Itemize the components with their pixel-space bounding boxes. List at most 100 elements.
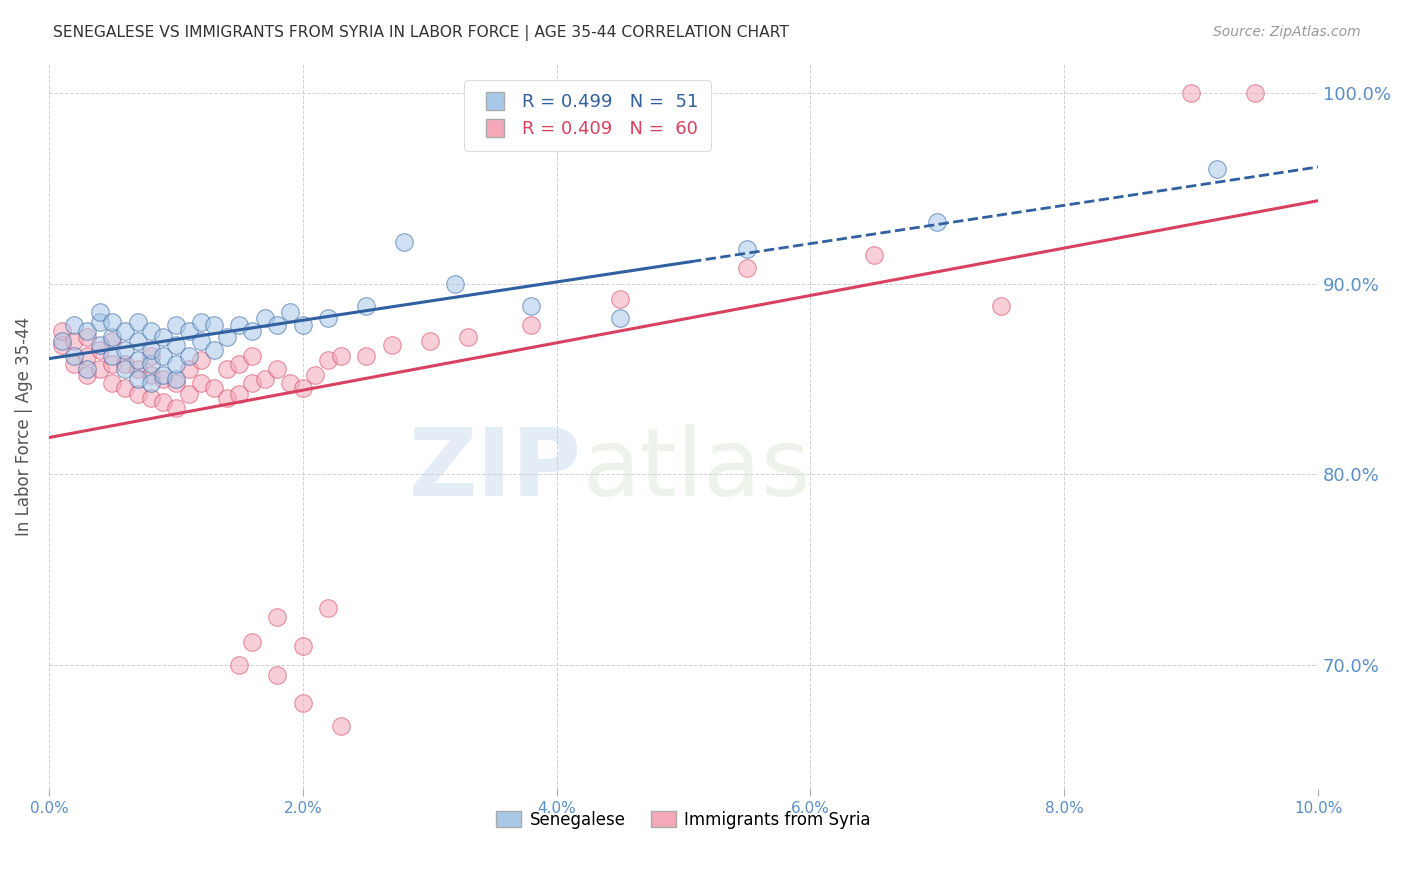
Point [139, 349, 162, 363]
Point [190, 352, 212, 367]
Point [63, 334, 86, 348]
Point [152, 330, 174, 344]
Point [165, 372, 187, 386]
Point [394, 235, 416, 249]
Point [165, 401, 187, 415]
Point [89, 343, 111, 358]
Point [139, 368, 162, 383]
Point [457, 330, 479, 344]
Point [152, 372, 174, 386]
Point [114, 357, 136, 371]
Point [202, 343, 225, 358]
Point [735, 261, 758, 276]
Point [165, 318, 187, 333]
Point [609, 310, 631, 325]
Point [177, 387, 200, 401]
Point [51, 334, 73, 348]
Point [215, 362, 238, 376]
Point [127, 315, 149, 329]
Point [76, 362, 98, 376]
Point [291, 382, 314, 396]
Point [127, 334, 149, 348]
Point [444, 277, 467, 291]
Point [202, 382, 225, 396]
Point [190, 376, 212, 390]
Point [291, 318, 314, 333]
Point [127, 362, 149, 376]
Point [114, 382, 136, 396]
Point [329, 719, 352, 733]
Point [381, 337, 404, 351]
Point [152, 394, 174, 409]
Point [114, 324, 136, 338]
Point [89, 315, 111, 329]
Point [240, 349, 263, 363]
Point [316, 352, 339, 367]
Point [990, 300, 1012, 314]
Point [139, 324, 162, 338]
Point [139, 391, 162, 405]
Point [1205, 161, 1227, 176]
Point [165, 337, 187, 351]
Point [316, 310, 339, 325]
Point [419, 334, 441, 348]
Point [51, 337, 73, 351]
Point [89, 362, 111, 376]
Point [266, 362, 288, 376]
Point [240, 324, 263, 338]
Point [190, 315, 212, 329]
Point [609, 292, 631, 306]
Point [127, 372, 149, 386]
Point [228, 357, 250, 371]
Point [152, 349, 174, 363]
Point [76, 368, 98, 383]
Point [63, 357, 86, 371]
Point [76, 324, 98, 338]
Point [228, 387, 250, 401]
Point [51, 324, 73, 338]
Point [228, 658, 250, 673]
Point [291, 639, 314, 653]
Point [101, 357, 124, 371]
Point [304, 368, 326, 383]
Point [215, 330, 238, 344]
Point [202, 318, 225, 333]
Y-axis label: In Labor Force | Age 35-44: In Labor Force | Age 35-44 [15, 317, 32, 536]
Point [127, 387, 149, 401]
Point [291, 697, 314, 711]
Point [165, 376, 187, 390]
Point [1243, 86, 1265, 100]
Point [735, 242, 758, 256]
Point [165, 357, 187, 371]
Point [63, 349, 86, 363]
Point [101, 334, 124, 348]
Point [101, 376, 124, 390]
Point [139, 376, 162, 390]
Point [114, 343, 136, 358]
Point [863, 248, 886, 262]
Point [228, 318, 250, 333]
Point [177, 349, 200, 363]
Text: Source: ZipAtlas.com: Source: ZipAtlas.com [1213, 25, 1361, 39]
Point [520, 300, 543, 314]
Point [266, 610, 288, 624]
Text: ZIP: ZIP [409, 425, 582, 516]
Point [76, 349, 98, 363]
Point [101, 349, 124, 363]
Point [240, 376, 263, 390]
Point [278, 376, 301, 390]
Point [520, 318, 543, 333]
Text: SENEGALESE VS IMMIGRANTS FROM SYRIA IN LABOR FORCE | AGE 35-44 CORRELATION CHART: SENEGALESE VS IMMIGRANTS FROM SYRIA IN L… [53, 25, 789, 41]
Point [316, 601, 339, 615]
Point [266, 667, 288, 681]
Point [215, 391, 238, 405]
Point [101, 315, 124, 329]
Point [89, 337, 111, 351]
Text: atlas: atlas [582, 425, 810, 516]
Point [127, 352, 149, 367]
Point [89, 305, 111, 319]
Point [927, 215, 949, 229]
Point [101, 330, 124, 344]
Point [139, 343, 162, 358]
Point [356, 300, 378, 314]
